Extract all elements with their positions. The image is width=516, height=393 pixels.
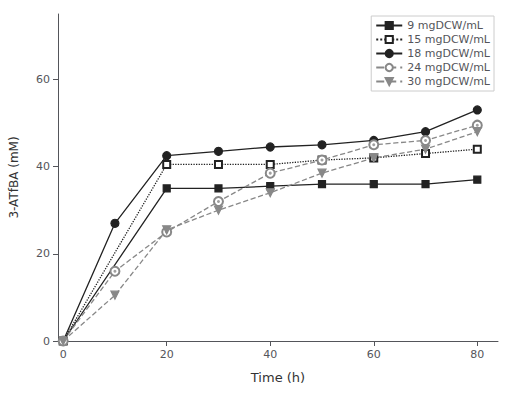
svg-text:Time (h): Time (h) bbox=[250, 370, 305, 385]
svg-text:40: 40 bbox=[36, 160, 50, 173]
svg-text:60: 60 bbox=[36, 73, 50, 86]
svg-text:20: 20 bbox=[160, 348, 174, 361]
svg-text:15 mgDCW/mL: 15 mgDCW/mL bbox=[407, 33, 491, 46]
svg-text:3-ATfBA (mM): 3-ATfBA (mM) bbox=[7, 136, 21, 218]
svg-text:0: 0 bbox=[60, 348, 67, 361]
svg-text:0: 0 bbox=[43, 335, 50, 348]
svg-text:60: 60 bbox=[367, 348, 381, 361]
svg-text:40: 40 bbox=[263, 348, 277, 361]
svg-text:80: 80 bbox=[470, 348, 484, 361]
svg-text:20: 20 bbox=[36, 247, 50, 260]
svg-text:9 mgDCW/mL: 9 mgDCW/mL bbox=[407, 19, 484, 32]
svg-text:18 mgDCW/mL: 18 mgDCW/mL bbox=[407, 47, 491, 60]
svg-text:30 mgDCW/mL: 30 mgDCW/mL bbox=[407, 75, 491, 88]
svg-text:24 mgDCW/mL: 24 mgDCW/mL bbox=[407, 61, 491, 74]
